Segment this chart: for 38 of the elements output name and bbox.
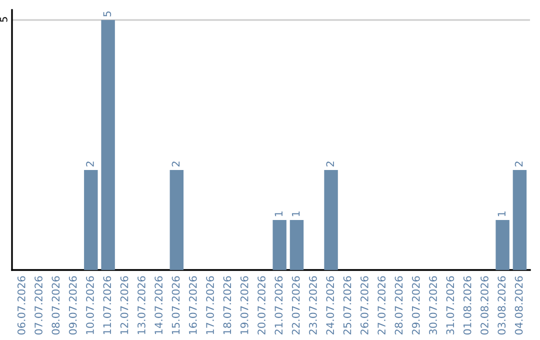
x-tick-label: 07.07.2026 [34,276,42,335]
x-tick-label: 06.07.2026 [17,276,26,335]
data-label: 2 [172,162,180,166]
x-tick-label: 12.07.2026 [120,276,128,334]
x-tick-label: 19.07.2026 [240,276,248,334]
x-tick-label: 30.07.2026 [429,276,437,334]
data-label: 1 [498,212,506,216]
x-tick-label: 17.07.2026 [206,276,214,334]
data-label: 1 [274,212,282,216]
x-tick-label: 27.07.2026 [378,276,386,334]
x-tick-label: 04.08.2026 [514,276,523,335]
x-tick-label: 18.07.2026 [223,276,232,334]
x-tick-label: 10.07.2026 [86,276,94,334]
data-label: 2 [514,162,523,166]
x-tick-label: 03.08.2026 [498,276,506,335]
x-tick-label: 16.07.2026 [188,276,197,334]
x-tick-label: 02.08.2026 [480,276,488,335]
x-tick-label: 25.07.2026 [343,276,352,334]
data-label: 5 [103,12,112,16]
x-tick-label: 23.07.2026 [309,276,317,334]
x-tick-label: 01.08.2026 [463,276,472,335]
x-tick-label: 15.07.2026 [172,276,180,334]
x-tick-label: 14.07.2026 [154,276,163,334]
x-tick-label: 08.07.2026 [52,276,60,335]
x-tick-label: 11.07.2026 [103,276,112,334]
data-label: 1 [292,212,300,216]
x-tick-label: 29.07.2026 [412,276,420,334]
x-tick-label: 09.07.2026 [68,276,77,335]
x-tick-label: 21.07.2026 [274,276,283,334]
x-tick-label: 31.07.2026 [446,276,454,334]
data-label: 2 [86,162,94,166]
x-tick-label: 26.07.2026 [360,276,368,334]
x-tick-label: 24.07.2026 [326,276,334,334]
data-label: 2 [326,162,334,166]
x-tick-label: 20.07.2026 [258,276,266,334]
x-tick-label: 28.07.2026 [394,276,403,334]
x-tick-label: 13.07.2026 [138,276,146,334]
x-tick-label: 22.07.2026 [292,276,300,334]
